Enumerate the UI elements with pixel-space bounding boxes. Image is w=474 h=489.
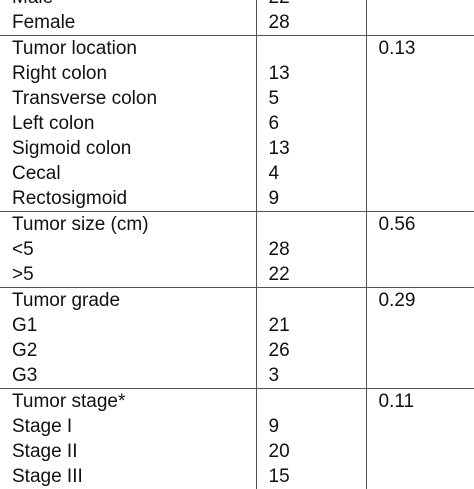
row-label: Transverse colon — [12, 88, 158, 109]
row-count: 3 — [255, 363, 366, 389]
row-count: 20 — [255, 439, 366, 464]
table-row: Stage III 15 — [0, 464, 474, 489]
row-label: Stage I — [12, 416, 73, 437]
p-value: 0.11 — [365, 388, 474, 414]
table-row: <5 28 — [0, 237, 474, 262]
row-label: G3 — [12, 365, 38, 386]
table-row: Right colon 13 — [0, 61, 474, 86]
row-p-empty — [365, 86, 474, 111]
row-count: 26 — [255, 338, 366, 363]
group-header-row: Tumor size (cm) 0.56 — [0, 211, 474, 237]
row-label: G2 — [12, 340, 38, 361]
group-header-row: Tumor grade 0.29 — [0, 287, 474, 313]
row-count: 13 — [255, 136, 366, 161]
row-label: Female — [12, 12, 76, 33]
row-p-empty — [365, 237, 474, 262]
table-row: Rectosigmoid 9 — [0, 186, 474, 212]
row-p-empty — [365, 363, 474, 389]
table-row: Sigmoid colon 13 — [0, 136, 474, 161]
table-row: Stage II 20 — [0, 439, 474, 464]
table-row: >5 22 — [0, 262, 474, 288]
row-label: Rectosigmoid — [12, 188, 128, 209]
row-label: Male — [0, 0, 256, 10]
row-count: 28 — [255, 237, 366, 262]
group-header-row: Tumor location 0.13 — [0, 35, 474, 61]
group-header-row: Tumor stage* 0.11 — [0, 388, 474, 414]
row-count: 9 — [255, 414, 366, 439]
row-count: 22 — [255, 262, 366, 288]
table-row: Transverse colon 5 — [0, 86, 474, 111]
row-p-empty — [365, 111, 474, 136]
table-row: Female 28 — [0, 10, 474, 36]
table-row: G2 26 — [0, 338, 474, 363]
row-count: 9 — [255, 186, 366, 212]
table-row: G3 3 — [0, 363, 474, 389]
group-count-empty — [255, 388, 366, 414]
row-count: 13 — [255, 61, 366, 86]
row-p-empty — [365, 61, 474, 86]
row-label: Right colon — [12, 63, 108, 84]
row-p-empty — [365, 0, 474, 10]
row-p-empty — [365, 136, 474, 161]
group-count-empty — [255, 287, 366, 313]
table-row: Cecal 4 — [0, 161, 474, 186]
row-label: G1 — [12, 315, 38, 336]
table-row: G1 21 — [0, 313, 474, 338]
table-row: Male22 — [0, 0, 474, 10]
row-count: 6 — [255, 111, 366, 136]
group-label: Tumor size (cm) — [0, 211, 256, 237]
p-value: 0.29 — [365, 287, 474, 313]
row-count: 4 — [255, 161, 366, 186]
row-label: Stage III — [12, 466, 83, 487]
row-label: Sigmoid colon — [12, 138, 132, 159]
p-value: 0.56 — [365, 211, 474, 237]
row-p-empty — [365, 10, 474, 36]
row-p-empty — [365, 464, 474, 489]
row-count: 28 — [255, 10, 366, 36]
row-label: <5 — [12, 239, 34, 260]
row-label: Stage II — [12, 441, 78, 462]
row-count: 22 — [255, 0, 366, 10]
group-label: Tumor grade — [0, 287, 256, 313]
row-count: 5 — [255, 86, 366, 111]
row-count: 21 — [255, 313, 366, 338]
group-label: Tumor stage* — [0, 388, 256, 414]
row-p-empty — [365, 161, 474, 186]
row-p-empty — [365, 439, 474, 464]
row-count: 15 — [255, 464, 366, 489]
row-label: >5 — [12, 264, 34, 285]
table-row: Left colon 6 — [0, 111, 474, 136]
table-row: Stage I 9 — [0, 414, 474, 439]
group-label: Tumor location — [0, 35, 256, 61]
row-p-empty — [365, 186, 474, 212]
row-label: Left colon — [12, 113, 95, 134]
p-value: 0.13 — [365, 35, 474, 61]
row-label: Cecal — [12, 163, 61, 184]
row-p-empty — [365, 262, 474, 288]
group-count-empty — [255, 35, 366, 61]
row-p-empty — [365, 414, 474, 439]
group-count-empty — [255, 211, 366, 237]
row-p-empty — [365, 338, 474, 363]
row-p-empty — [365, 313, 474, 338]
